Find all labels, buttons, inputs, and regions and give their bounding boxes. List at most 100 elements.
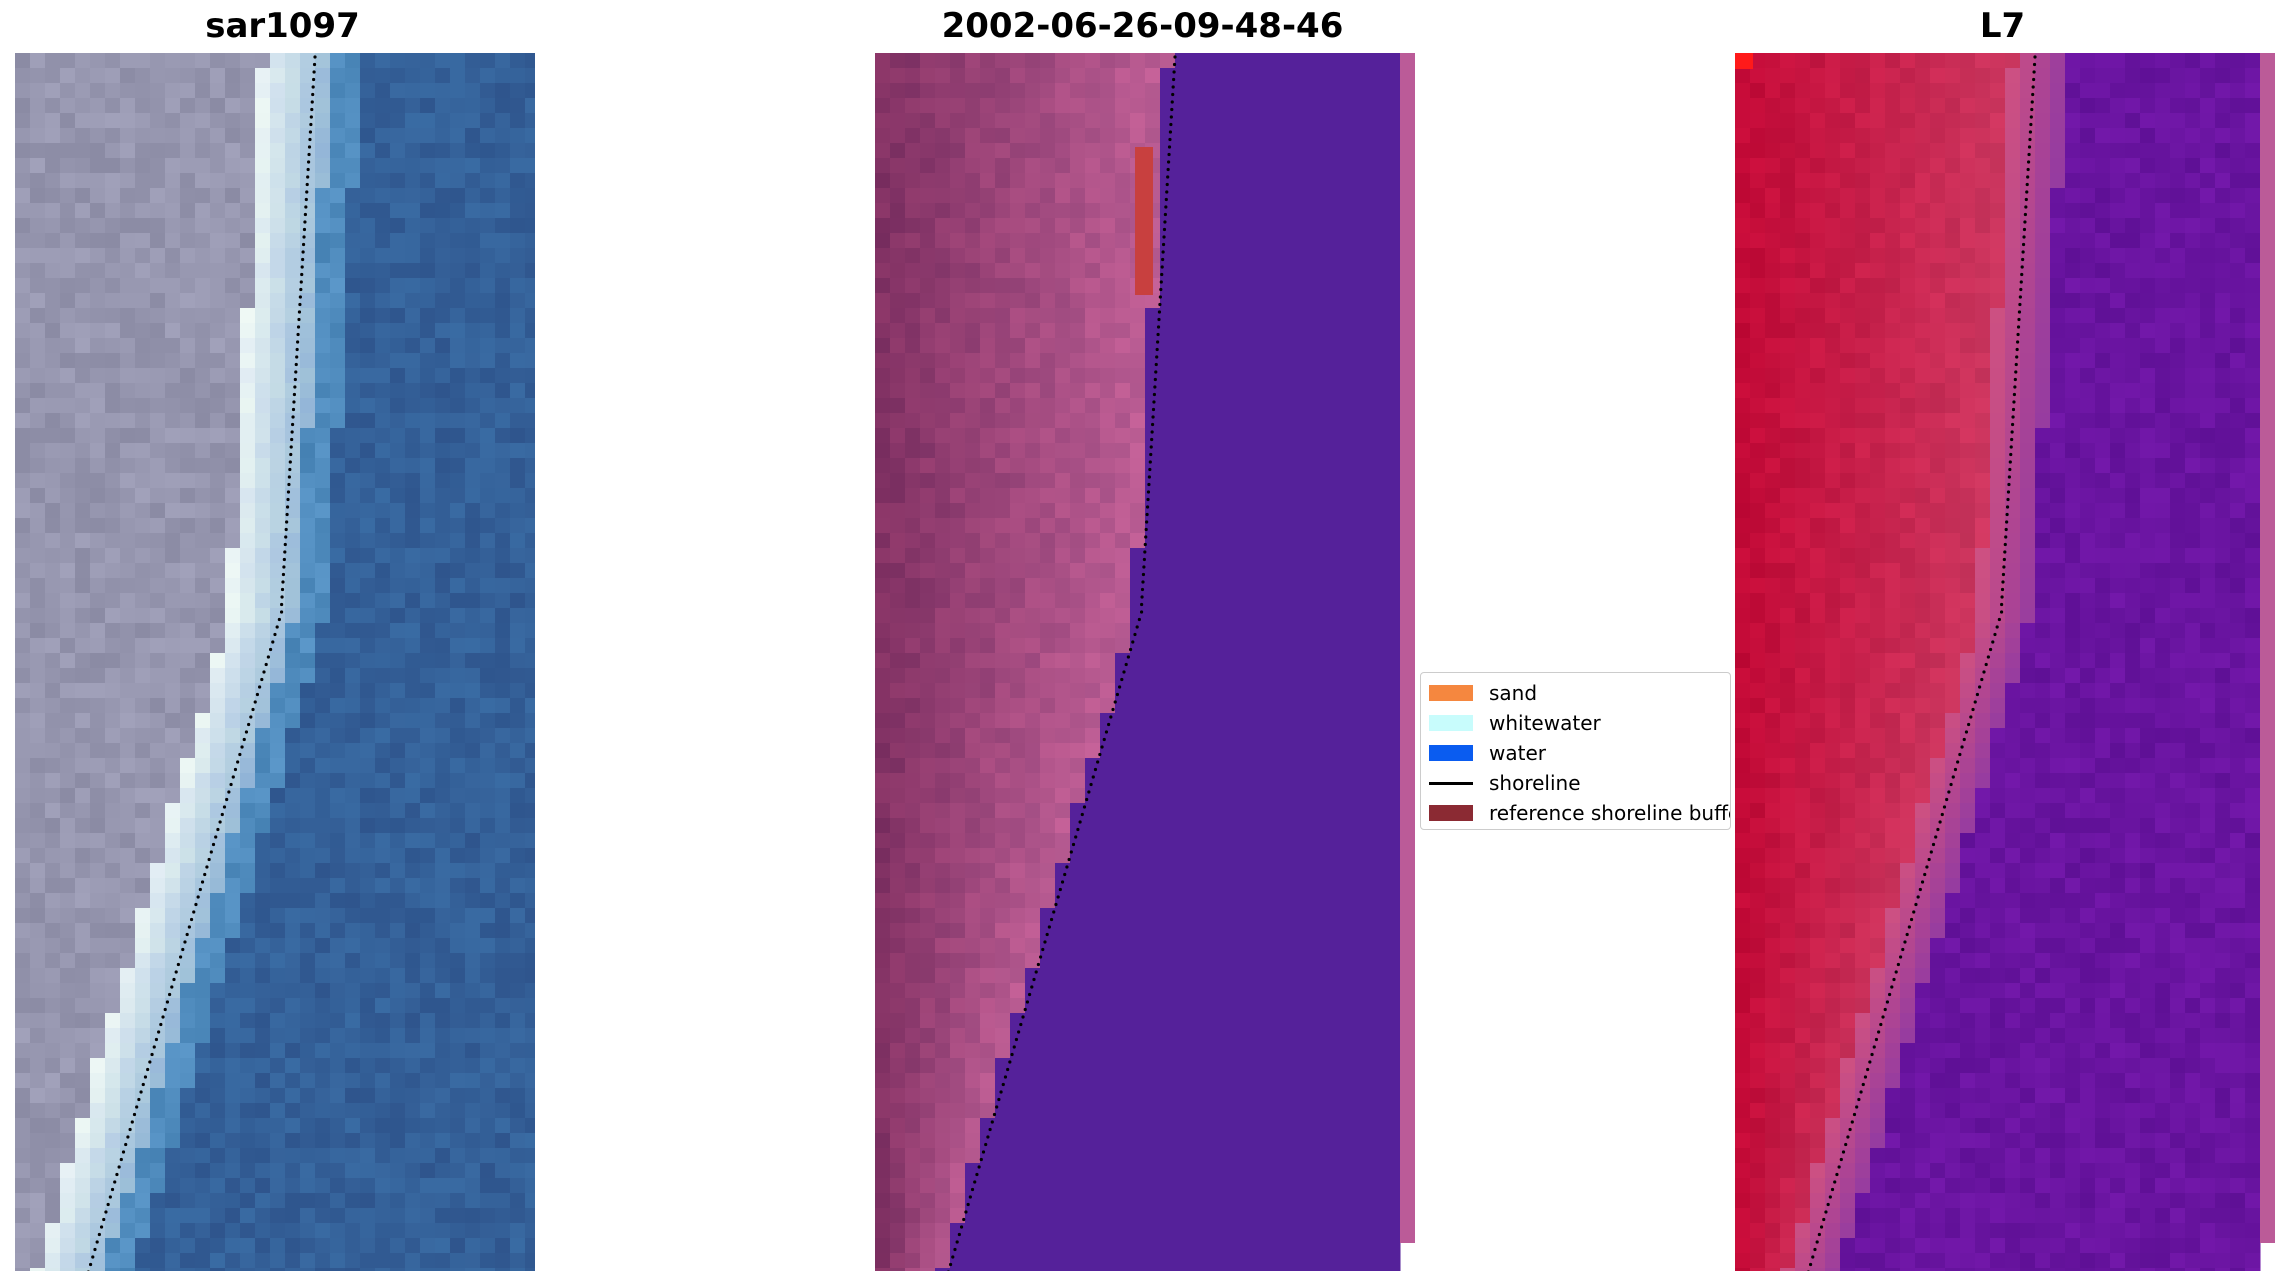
shoreline-point: [192, 910, 196, 914]
shoreline-point: [1140, 595, 1144, 599]
shoreline-point: [1089, 782, 1093, 787]
shoreline-point: [258, 685, 262, 689]
shoreline-point: [2003, 542, 2007, 547]
shoreline-point: [168, 992, 172, 997]
shoreline-point: [303, 212, 307, 217]
shoreline-point: [88, 1262, 93, 1267]
shoreline-point: [253, 700, 257, 704]
shoreline-point: [2000, 595, 2004, 599]
shoreline-point: [1877, 1030, 1881, 1034]
shoreline-point: [1032, 977, 1036, 982]
shoreline-point: [1146, 497, 1150, 502]
shoreline-point: [1065, 865, 1069, 869]
shoreline-point: [988, 1127, 992, 1132]
shoreline-point: [1107, 722, 1111, 727]
shoreline-point: [295, 355, 299, 359]
shoreline-point: [2026, 160, 2031, 164]
shoreline-point: [283, 550, 287, 554]
shoreline-point: [91, 1255, 95, 1259]
shoreline-point: [1901, 947, 1905, 952]
shoreline-point: [1122, 670, 1126, 674]
shoreline-point: [1947, 790, 1951, 794]
shoreline-point: [1149, 452, 1153, 457]
shoreline-point: [1158, 295, 1162, 299]
shoreline-point: [286, 490, 291, 494]
shoreline-point: [2018, 295, 2022, 299]
shoreline-point: [283, 542, 287, 547]
shoreline-point: [1163, 212, 1167, 217]
shoreline-point: [990, 1120, 994, 1124]
shoreline-point: [307, 152, 311, 157]
shoreline-point: [2015, 347, 2019, 352]
shoreline-point: [2002, 557, 2006, 562]
shoreline-point: [285, 512, 289, 517]
shoreline-point: [296, 325, 301, 329]
shoreline-point: [955, 1240, 959, 1244]
shoreline-point: [2009, 445, 2013, 449]
shoreline-point: [1925, 865, 1929, 869]
shoreline-point: [2027, 152, 2031, 157]
shoreline-point: [165, 1000, 170, 1004]
shoreline-point: [977, 1165, 981, 1169]
sand-swatch-icon: [1429, 685, 1473, 701]
shoreline-point: [1971, 707, 1975, 712]
shoreline-point: [1173, 55, 1177, 59]
shoreline-point: [1043, 940, 1047, 944]
shoreline-point: [148, 1060, 152, 1064]
shoreline-point: [1071, 842, 1076, 847]
shoreline-point: [296, 340, 300, 344]
shoreline-point: [233, 767, 238, 772]
shoreline-point: [288, 460, 292, 464]
shoreline-point: [1857, 1097, 1861, 1102]
shoreline-point: [1817, 1232, 1821, 1237]
shoreline-point: [1975, 692, 1980, 697]
shoreline-point: [1808, 1262, 1813, 1267]
shoreline-point: [995, 1105, 999, 1109]
shoreline-point: [2000, 602, 2004, 607]
shoreline-point: [290, 430, 294, 434]
legend-item-reference-buffer: reference shoreline buffer: [1429, 799, 1730, 827]
shoreline-point: [2029, 115, 2033, 119]
shoreline-point: [1146, 490, 1151, 494]
legend-item-shoreline: shoreline: [1429, 769, 1581, 797]
shoreline-point: [126, 1135, 130, 1139]
shoreline-point: [1124, 662, 1128, 667]
shoreline-point: [1819, 1225, 1824, 1229]
shoreline-point: [285, 505, 290, 509]
shoreline-point: [1978, 685, 1982, 689]
shoreline-point: [1137, 617, 1141, 622]
shoreline-point: [1111, 707, 1115, 712]
shoreline-point: [1866, 1067, 1870, 1072]
shoreline-point: [2031, 92, 2035, 97]
shoreline-point: [1168, 137, 1172, 142]
shoreline-point: [288, 467, 292, 472]
shoreline-point: [2012, 400, 2016, 404]
shoreline-point: [311, 92, 315, 97]
shoreline-point: [280, 602, 284, 607]
shoreline-point: [289, 452, 293, 457]
shoreline-point: [1993, 632, 1997, 637]
shoreline-point: [2020, 265, 2024, 269]
shoreline-point: [1143, 542, 1147, 547]
shoreline-point: [1940, 812, 1944, 817]
shoreline-point: [1052, 910, 1056, 914]
shoreline-point: [247, 722, 251, 727]
shoreline-point: [309, 115, 313, 119]
shoreline-point: [1995, 625, 1999, 629]
shoreline-point: [312, 77, 316, 82]
shoreline-point: [2002, 565, 2006, 569]
shoreline-point: [1142, 565, 1146, 569]
shoreline-point: [282, 557, 286, 562]
shoreline-point: [2020, 272, 2024, 277]
shoreline-point: [285, 520, 289, 524]
shoreline-point: [1837, 1165, 1841, 1169]
shoreline-point: [981, 1150, 986, 1154]
shoreline-point: [183, 940, 187, 944]
shoreline-point: [1162, 227, 1167, 232]
shoreline-point: [2030, 107, 2034, 112]
shoreline-point: [2032, 77, 2036, 82]
shoreline-point: [975, 1172, 979, 1177]
shoreline-point: [152, 1045, 156, 1049]
shoreline-point: [102, 1217, 106, 1222]
shoreline-point: [300, 265, 304, 269]
